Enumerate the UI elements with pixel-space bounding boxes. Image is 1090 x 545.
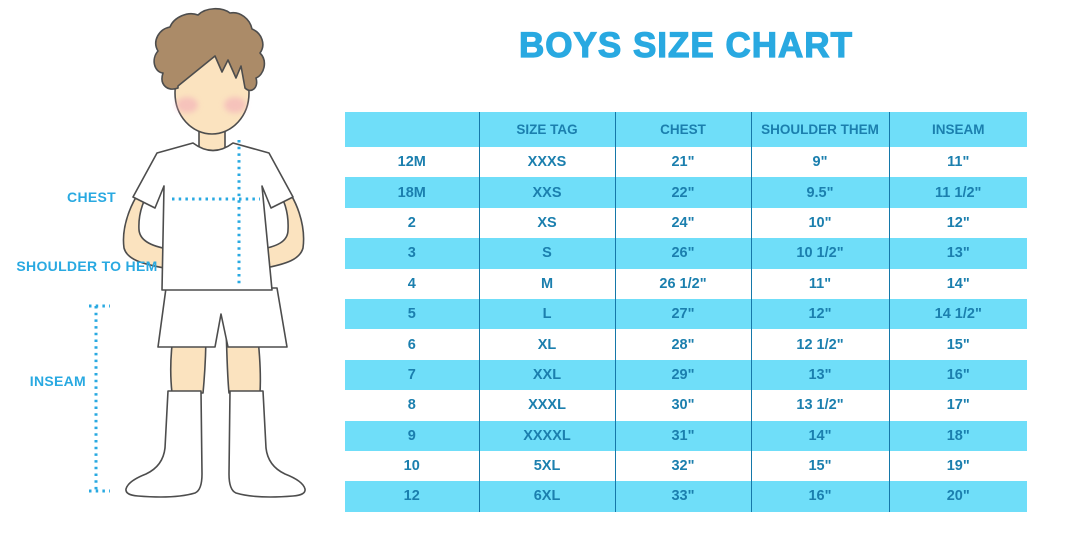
size-cell: 14"	[750, 420, 889, 451]
size-cell: 29"	[614, 359, 751, 391]
size-cell: 7	[345, 359, 479, 391]
size-cell: XXL	[478, 359, 615, 391]
size-cell: 5XL	[478, 450, 615, 482]
size-cell: 9"	[750, 147, 889, 178]
size-cell: 12"	[888, 207, 1027, 239]
boy-shorts	[157, 287, 288, 348]
boy-right-sock	[228, 390, 306, 498]
boy-hair	[153, 7, 266, 92]
size-cell: L	[478, 298, 615, 330]
size-cell: 12M	[397, 154, 426, 171]
table-header-row: SIZE TAG CHEST SHOULDER THEM INSEAM	[345, 112, 1027, 147]
size-cell: 12 1/2"	[750, 329, 889, 360]
table-row: 7 XXL 29" 13" 16"	[345, 359, 1027, 391]
size-cell: 28"	[614, 329, 751, 360]
size-cell: M	[478, 268, 615, 299]
size-cell: 31"	[614, 420, 751, 451]
size-cell: 32"	[614, 450, 751, 482]
size-cell: 17"	[888, 390, 1027, 421]
table-row: 2 XS 24" 10" 12"	[345, 207, 1027, 239]
size-cell: 16"	[750, 481, 889, 512]
size-cell: 14 1/2"	[888, 298, 1027, 330]
size-cell: 11"	[750, 268, 889, 299]
size-cell: 10"	[750, 207, 889, 239]
measurement-figure: CHEST SHOULDER TO HEM INSEAM	[0, 0, 345, 545]
size-cell: 27"	[614, 298, 751, 330]
size-cell: 10 1/2"	[750, 238, 889, 269]
page-title: BOYS SIZE CHART	[518, 25, 853, 65]
size-cell: 30"	[614, 390, 751, 421]
size-cell: 5	[345, 298, 479, 330]
boy-illustration	[89, 7, 306, 498]
size-cell: 13"	[750, 359, 889, 391]
size-cell: XXXL	[478, 390, 615, 421]
size-cell: 21"	[614, 147, 751, 178]
table-row: 9 XXXXL 31" 14" 18"	[345, 420, 1027, 451]
size-cell: 26 1/2"	[614, 268, 751, 299]
size-cell: 24"	[614, 207, 751, 239]
size-cell: 20"	[888, 481, 1027, 512]
size-cell: 16"	[888, 359, 1027, 391]
size-cell: 9.5"	[750, 177, 889, 208]
size-cell: 15"	[888, 329, 1027, 360]
inseam-label: INSEAM	[29, 373, 86, 389]
size-cell: XXS	[478, 177, 615, 208]
table-row: 6 XL 28" 12 1/2" 15"	[345, 329, 1027, 360]
size-cell: 14"	[888, 268, 1027, 299]
size-cell: 2	[407, 214, 416, 231]
column-header-inseam: INSEAM	[888, 112, 1027, 147]
size-cell: 19"	[888, 450, 1027, 482]
size-cell: 22"	[614, 177, 751, 208]
size-cell: 4	[407, 275, 416, 292]
size-cell: 6	[407, 336, 416, 353]
table-row: 8 XXXL 30" 13 1/2" 17"	[345, 390, 1027, 421]
column-header-shoulder-hem: SHOULDER THEM	[750, 112, 889, 147]
table-row: 5 L 27" 12" 14 1/2"	[345, 298, 1027, 330]
size-cell: 3	[345, 238, 479, 269]
size-cell: 12	[345, 481, 479, 512]
size-cell: 11 1/2"	[888, 177, 1027, 208]
column-header-chest: CHEST	[614, 112, 751, 147]
boy-shirt	[132, 142, 294, 291]
shoulder-to-hem-label: SHOULDER TO HEM	[16, 258, 158, 274]
size-cell: 8	[407, 397, 416, 414]
column-header-size-tag: SIZE TAG	[478, 112, 615, 147]
size-cell: 33"	[614, 481, 751, 512]
size-cell: XXXXL	[478, 420, 615, 451]
size-cell: 13 1/2"	[750, 390, 889, 421]
boy-blush	[176, 97, 246, 113]
table-row: 18M XXS 22" 9.5" 11 1/2"	[345, 177, 1027, 208]
size-cell: 15"	[750, 450, 889, 482]
size-cell: XL	[478, 329, 615, 360]
table-row: 10 5XL 32" 15" 19"	[345, 450, 1027, 482]
table-row: 4 M 26 1/2" 11" 14"	[345, 268, 1027, 299]
column-header-size	[345, 112, 479, 147]
size-cell: 13"	[888, 238, 1027, 269]
chest-label: CHEST	[67, 189, 116, 205]
size-cell: XS	[478, 207, 615, 239]
boy-left-sock	[125, 390, 203, 498]
size-cell: 12"	[750, 298, 889, 330]
size-cell: 18"	[888, 420, 1027, 451]
size-cell: 6XL	[478, 481, 615, 512]
size-table: SIZE TAG CHEST SHOULDER THEM INSEAM 12M …	[345, 112, 1027, 512]
size-cell: 18M	[345, 177, 479, 208]
size-cell: S	[478, 238, 615, 269]
size-cell: 10	[403, 458, 420, 475]
size-cell: 9	[345, 420, 479, 451]
table-row: 12 6XL 33" 16" 20"	[345, 481, 1027, 512]
table-row: 12M XXXS 21" 9" 11"	[345, 147, 1027, 178]
size-cell: 11"	[888, 147, 1027, 178]
table-row: 3 S 26" 10 1/2" 13"	[345, 238, 1027, 269]
size-cell: 26"	[614, 238, 751, 269]
size-cell: XXXS	[478, 147, 615, 178]
